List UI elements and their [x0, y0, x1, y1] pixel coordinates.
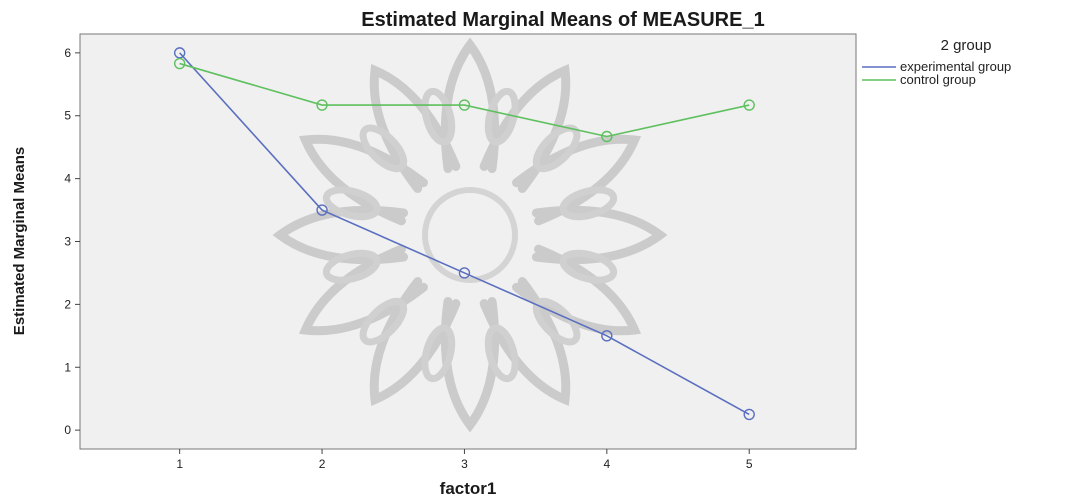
chart-title: Estimated Marginal Means of MEASURE_1 [361, 9, 764, 31]
x-tick-label: 3 [461, 457, 468, 471]
watermark-loop [359, 297, 408, 346]
plot-area [79, 33, 857, 450]
data-point [743, 99, 755, 111]
watermark-petal [440, 37, 500, 174]
legend-title: 2 group [941, 37, 992, 54]
watermark-petal [298, 134, 428, 226]
data-point [743, 408, 755, 421]
y-tick-label: 5 [64, 109, 71, 123]
watermark-loop [532, 297, 581, 346]
watermark-center [422, 187, 518, 283]
data-point [316, 99, 328, 111]
y-tick-label: 4 [64, 172, 71, 186]
series-line [179, 62, 750, 138]
watermark-ornament [272, 37, 668, 433]
watermark-loop [359, 124, 408, 173]
legend-label: experimental group [900, 59, 1011, 74]
y-axis: 0 1 2 3 4 5 6 [64, 46, 80, 437]
legend-label: control group [900, 72, 976, 87]
data-point [601, 130, 613, 143]
watermark-petal [531, 205, 668, 265]
watermark-petal [298, 244, 428, 336]
watermark-petal [369, 277, 461, 407]
watermark-petal [369, 63, 461, 193]
y-tick-label: 1 [64, 360, 71, 374]
series-layer [173, 47, 755, 421]
y-tick-label: 3 [64, 235, 71, 249]
y-tick-label: 2 [64, 297, 71, 311]
watermark-loop [559, 249, 618, 284]
x-axis-title: factor1 [440, 479, 497, 498]
watermark-loop [421, 324, 456, 383]
data-point [458, 99, 471, 111]
watermark-petal [440, 296, 500, 433]
data-point [458, 267, 471, 279]
y-tick-label: 6 [64, 46, 71, 60]
watermark-petal [479, 277, 571, 407]
watermark-petal [272, 205, 409, 265]
watermark-loop [559, 186, 618, 221]
x-tick-label: 1 [176, 457, 183, 471]
watermark-loop [484, 87, 519, 146]
series-line [179, 52, 750, 416]
x-axis: 1 2 3 4 5 [176, 449, 753, 471]
x-tick-label: 4 [603, 457, 610, 471]
watermark-loop [484, 324, 519, 383]
x-tick-label: 5 [746, 457, 753, 471]
watermark-loop [322, 186, 381, 221]
watermark-petal [512, 134, 642, 226]
data-point [316, 204, 328, 216]
y-axis-title: Estimated Marginal Means [11, 147, 28, 335]
y-tick-label: 0 [64, 423, 71, 437]
watermark-loop [322, 249, 381, 284]
x-tick-label: 2 [319, 457, 326, 471]
watermark-loop [421, 87, 456, 146]
watermark-petal [479, 63, 571, 193]
data-point [173, 57, 186, 70]
data-point [601, 330, 613, 342]
